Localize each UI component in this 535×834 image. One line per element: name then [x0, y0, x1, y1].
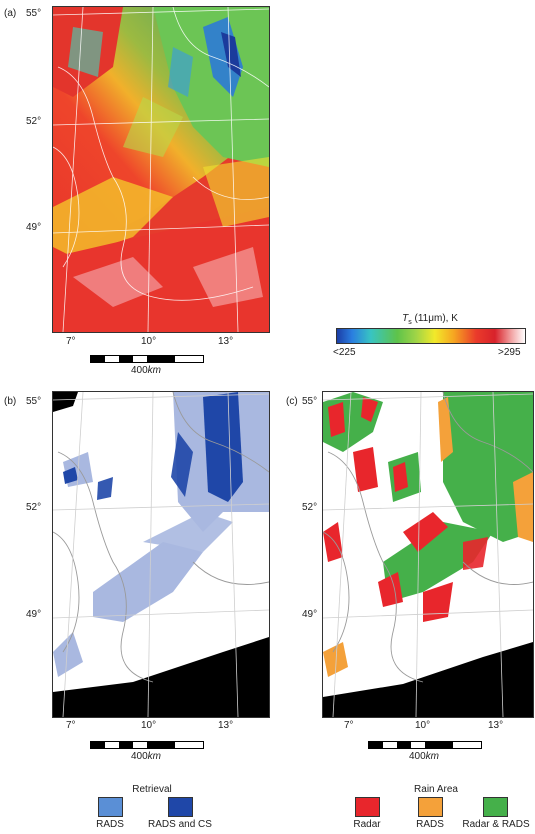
- panel-c-lat-52: 52°: [302, 502, 318, 513]
- panel-c-rain-area-map: [323, 392, 533, 717]
- rain-legend-title: Rain Area: [414, 784, 458, 795]
- panel-a-letter: (a): [4, 8, 17, 19]
- rain-swatch-radar-rads: [483, 797, 508, 817]
- panel-a-satellite-image: [53, 7, 269, 332]
- panel-a-map: [52, 6, 270, 333]
- rain-label-radar-rads: Radar & RADS: [462, 819, 530, 830]
- panel-b-scalebar: [90, 741, 204, 749]
- panel-b-lon-7: 7°: [66, 720, 76, 731]
- panel-c-scalebar-label: 400km: [408, 751, 440, 762]
- panel-a-lon-10: 10°: [141, 336, 157, 347]
- rain-swatch-radar: [355, 797, 380, 817]
- panel-b-scalebar-label: 400km: [130, 751, 162, 762]
- colorbar-max-label: >295: [498, 347, 521, 358]
- panel-c-lat-55: 55°: [302, 396, 318, 407]
- panel-c-lat-49: 49°: [302, 609, 318, 620]
- rain-swatch-rads: [418, 797, 443, 817]
- panel-b-map: [52, 391, 270, 718]
- retrieval-label-rads-cs: RADS and CS: [148, 819, 212, 830]
- panel-a-lon-7: 7°: [66, 336, 76, 347]
- panel-a-lat-49: 49°: [26, 222, 42, 233]
- panel-b-lon-13: 13°: [218, 720, 234, 731]
- retrieval-swatch-rads-cs: [168, 797, 193, 817]
- panel-c-letter: (c): [286, 396, 298, 407]
- retrieval-swatch-rads: [98, 797, 123, 817]
- panel-c-lon-13: 13°: [488, 720, 504, 731]
- rain-label-radar: Radar: [353, 819, 381, 830]
- panel-c-lon-7: 7°: [344, 720, 354, 731]
- panel-b-lat-49: 49°: [26, 609, 42, 620]
- panel-b-lat-55: 55°: [26, 396, 42, 407]
- panel-c-map: [322, 391, 534, 718]
- panel-a-scalebar: [90, 355, 204, 363]
- panel-b-lat-52: 52°: [26, 502, 42, 513]
- colorbar-min-label: <225: [333, 347, 356, 358]
- panel-c-scalebar: [368, 741, 482, 749]
- panel-a-scalebar-label: 400km: [130, 365, 162, 376]
- panel-b-retrieval-map: [53, 392, 269, 717]
- retrieval-label-rads: RADS: [96, 819, 124, 830]
- retrieval-legend-title: Retrieval: [132, 784, 172, 795]
- panel-b-letter: (b): [4, 396, 17, 407]
- panel-c-lon-10: 10°: [415, 720, 431, 731]
- panel-a-lon-13: 13°: [218, 336, 234, 347]
- panel-a-lat-55: 55°: [26, 8, 42, 19]
- colorbar-title: Ts (11μm), K: [402, 313, 458, 326]
- panel-a-lat-52: 52°: [26, 116, 42, 127]
- panel-b-lon-10: 10°: [141, 720, 157, 731]
- rain-label-rads: RADS: [416, 819, 444, 830]
- temperature-colorbar: [336, 328, 526, 344]
